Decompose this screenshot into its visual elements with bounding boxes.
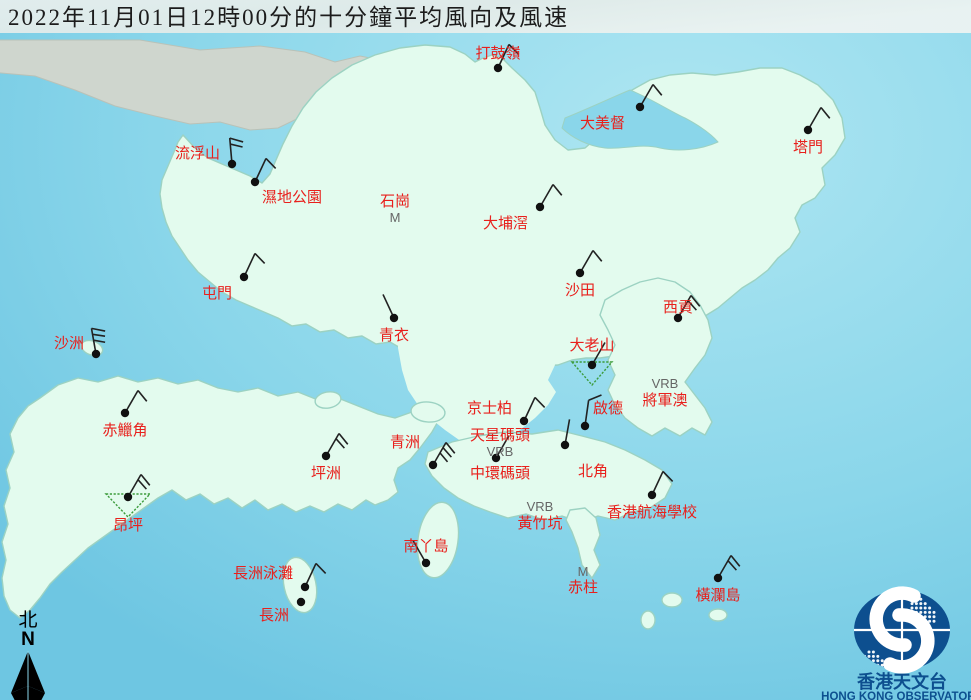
svg-text:N: N <box>21 629 35 650</box>
svg-text:流浮山: 流浮山 <box>175 145 220 162</box>
svg-text:M: M <box>390 210 401 225</box>
svg-text:北: 北 <box>18 609 37 631</box>
svg-text:坪洲: 坪洲 <box>311 465 341 482</box>
svg-text:M: M <box>578 564 589 579</box>
svg-text:打鼓嶺: 打鼓嶺 <box>475 45 520 62</box>
svg-text:大埔滘: 大埔滘 <box>483 215 528 232</box>
svg-text:南丫島: 南丫島 <box>403 538 448 555</box>
svg-text:濕地公園: 濕地公園 <box>262 189 322 206</box>
svg-text:香港天文台: 香港天文台 <box>856 671 947 692</box>
svg-text:HONG KONG OBSERVATORY: HONG KONG OBSERVATORY <box>821 691 971 700</box>
svg-text:橫瀾島: 橫瀾島 <box>695 587 740 604</box>
svg-text:屯門: 屯門 <box>202 285 232 302</box>
svg-text:塔門: 塔門 <box>793 139 823 156</box>
svg-text:大老山: 大老山 <box>569 337 614 354</box>
svg-text:北角: 北角 <box>578 463 608 480</box>
svg-text:啟德: 啟德 <box>593 399 623 417</box>
svg-text:長洲: 長洲 <box>259 607 289 624</box>
svg-text:沙田: 沙田 <box>565 282 595 299</box>
svg-text:京士柏: 京士柏 <box>467 400 512 417</box>
svg-text:中環碼頭: 中環碼頭 <box>470 465 530 482</box>
svg-text:沙洲: 沙洲 <box>54 335 84 352</box>
svg-text:昂坪: 昂坪 <box>113 517 143 534</box>
svg-text:赤鱲角: 赤鱲角 <box>102 422 147 439</box>
svg-text:2022年11月01日12時00分的十分鐘平均風向及風速: 2022年11月01日12時00分的十分鐘平均風向及風速 <box>8 5 569 30</box>
svg-text:將軍澳: 將軍澳 <box>642 392 687 409</box>
svg-text:長洲泳灘: 長洲泳灘 <box>233 565 293 582</box>
svg-text:西貢: 西貢 <box>663 299 693 316</box>
svg-text:青衣: 青衣 <box>379 327 409 344</box>
svg-text:青洲: 青洲 <box>390 434 420 451</box>
svg-text:大美督: 大美督 <box>580 115 625 132</box>
svg-text:香港航海學校: 香港航海學校 <box>607 503 697 521</box>
svg-text:VRB: VRB <box>487 444 514 459</box>
svg-text:赤柱: 赤柱 <box>568 579 598 596</box>
svg-text:VRB: VRB <box>652 376 679 391</box>
svg-text:黃竹坑: 黃竹坑 <box>517 515 562 532</box>
svg-text:天星碼頭: 天星碼頭 <box>470 427 530 444</box>
svg-text:VRB: VRB <box>527 499 554 514</box>
svg-text:石崗: 石崗 <box>380 193 410 210</box>
